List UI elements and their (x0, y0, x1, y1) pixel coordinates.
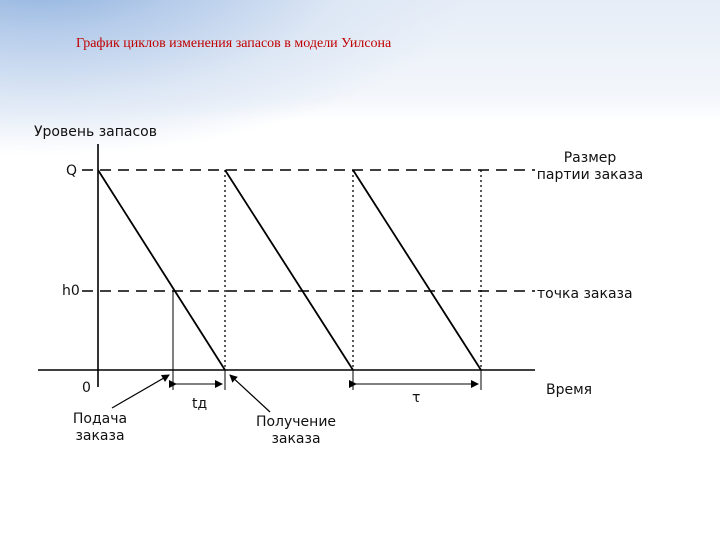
order-placed-label: Подача заказа (60, 411, 140, 445)
depletion-line-2 (224, 169, 354, 371)
order-placed-line1: Подача (72, 411, 128, 427)
order-received-label: Получение заказа (246, 414, 346, 448)
depletion-line-3 (352, 169, 482, 371)
inventory-cycle-diagram (38, 144, 535, 413)
y-axis-label: Уровень запасов (34, 124, 157, 140)
batch-size-label: Размер партии заказа (530, 150, 650, 184)
reorder-point-label: точка заказа (537, 286, 633, 302)
batch-size-label-line1: Размер (563, 150, 617, 166)
slide-title: График циклов изменения запасов в модели… (76, 36, 392, 51)
lead-time-label: tд (192, 396, 208, 412)
order-received-line1: Получение (255, 414, 337, 430)
order-placed-line2: заказа (75, 428, 125, 444)
h0-label: h0 (62, 283, 80, 299)
batch-size-label-line2: партии заказа (536, 167, 644, 183)
x-axis-label: Время (546, 382, 593, 398)
depletion-line-1 (97, 169, 226, 371)
q-label: Q (66, 163, 78, 179)
order-received-line2: заказа (271, 431, 321, 447)
origin-label: 0 (82, 380, 91, 396)
order-received-pointer (229, 374, 271, 413)
cycle-label: τ (412, 390, 421, 406)
order-placed-pointer (111, 374, 170, 409)
